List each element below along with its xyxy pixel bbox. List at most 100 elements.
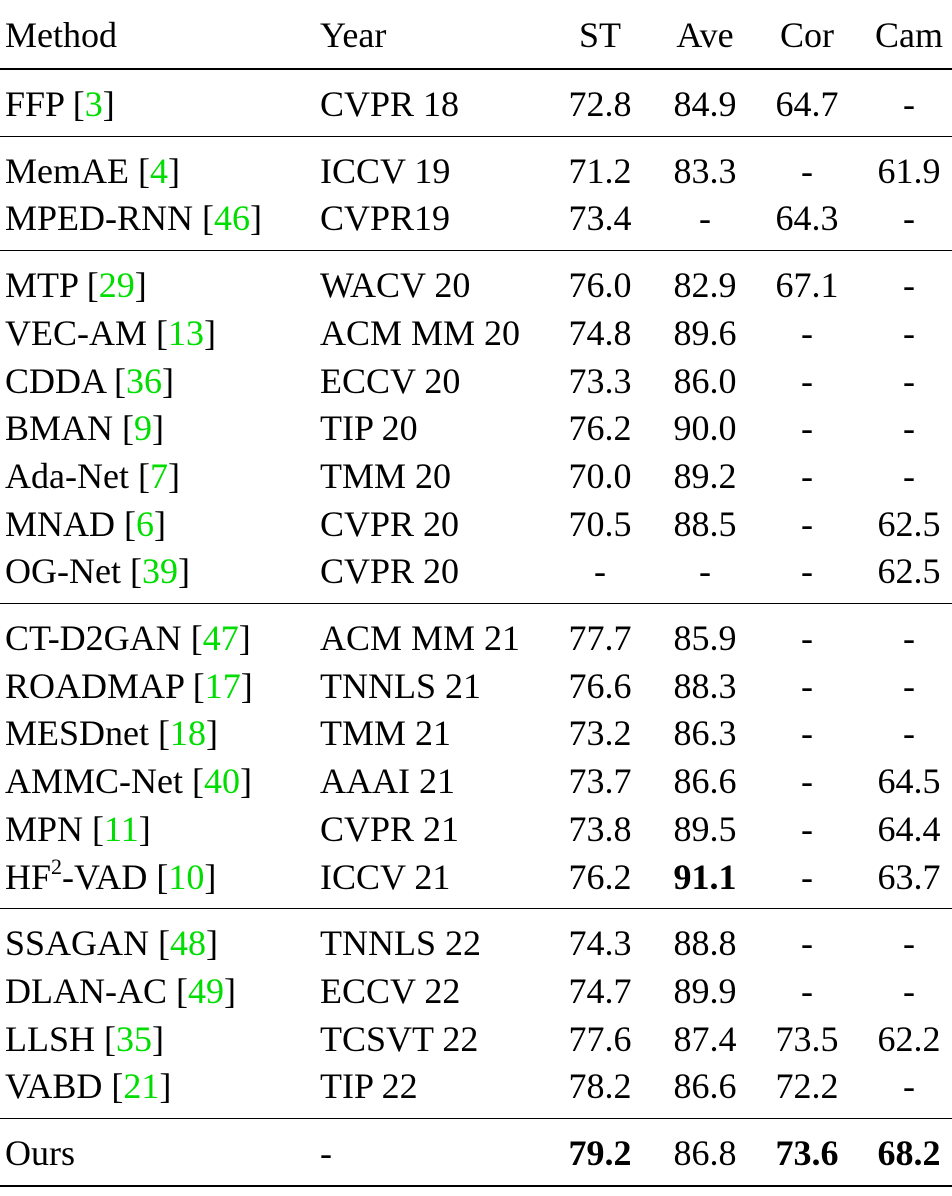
cam-cell: - [903,265,915,306]
method-superscript: 2 [51,853,63,879]
ref-close-bracket: ] [238,618,251,658]
ref-close-bracket: ] [159,1066,172,1107]
st-cell: 77.7 [568,618,632,658]
citation-ref: 40 [204,761,240,802]
year-cell: TIP 20 [320,408,418,449]
table-row: VEC-AM [13] ACM MM 20 74.8 89.6 - - [0,309,952,357]
ref-close-bracket: ] [152,408,165,449]
ave-cell: 89.6 [673,312,737,353]
citation-ref: 3 [84,84,103,124]
citation-ref: 17 [204,665,241,706]
cam-cell: 68.2 [877,1133,941,1173]
cam-cell: 62.2 [877,1018,941,1059]
ref-open-bracket: [ [175,970,188,1011]
citation-ref: 7 [149,455,168,496]
cam-cell: - [903,665,915,706]
ref-close-bracket: ] [154,503,167,544]
table-row: MPED-RNN [46] CVPR19 73.4 - 64.3 - [0,194,952,242]
year-cell: CVPR 21 [320,808,460,849]
st-cell: 70.5 [568,503,632,544]
year-cell: ICCV 19 [320,150,451,191]
method-name: OG-Net [5,551,121,592]
method-cell: Ours [5,1129,75,1177]
method-name: AMMC-Net [5,761,183,802]
table-row: VABD [21] TIP 22 78.2 86.6 72.2 - [0,1062,952,1110]
table-row: ROADMAP [17] TNNLS 21 76.6 88.3 - - [0,662,952,710]
method-cell: VEC-AM [13] [5,309,216,357]
citation-ref: 11 [104,808,139,849]
ref-open-bracket: [ [202,198,215,239]
year-cell: TMM 21 [320,713,452,754]
ref-open-bracket: [ [137,150,150,191]
method-cell: MPN [11] [5,805,151,853]
method-name: BMAN [5,408,114,449]
ref-open-bracket: [ [137,455,150,496]
method-name: VEC-AM [5,312,147,353]
cor-cell: - [801,618,813,658]
ref-open-bracket: [ [158,923,171,964]
ave-cell: - [699,551,711,592]
st-cell: 76.2 [568,408,632,449]
citation-ref: 49 [187,970,224,1011]
method-cell: MNAD [6] [5,500,166,548]
group-divider [0,250,952,252]
st-cell: 74.8 [568,312,632,353]
st-cell: 78.2 [568,1066,632,1107]
st-cell: 73.7 [568,761,632,802]
table-row: HF2-VAD [10] ICCV 21 76.2 91.1 - 63.7 [0,853,952,901]
cam-cell: - [903,198,915,239]
cam-cell: - [903,970,915,1011]
table-row: DLAN-AC [49] ECCV 22 74.7 89.9 - - [0,967,952,1015]
table-row: MemAE [4] ICCV 19 71.2 83.3 - 61.9 [0,147,952,195]
cam-cell: - [903,408,915,449]
ref-open-bracket: [ [192,665,205,706]
method-name: HF [5,856,52,897]
ave-cell: 86.6 [673,1066,737,1107]
ref-open-bracket: [ [111,1066,124,1107]
group-divider [0,135,952,137]
group-divider [0,908,952,910]
table-row: CT-D2GAN [47] ACM MM 21 77.7 85.9 - - [0,614,952,662]
cor-cell: - [801,856,813,897]
method-cell: CDDA [36] [5,357,174,405]
method-cell: AMMC-Net [40] [5,757,252,805]
cam-cell: - [903,923,915,964]
year-cell: CVPR 20 [320,503,460,544]
method-name: SSAGAN [5,923,150,964]
ref-open-bracket: [ [86,265,99,306]
year-cell: ACM MM 20 [320,312,521,353]
cam-cell: - [903,1066,915,1107]
cor-cell: - [801,761,813,802]
ave-cell: 89.9 [673,970,737,1011]
method-name: LLSH [5,1018,95,1059]
year-cell: AAAI 21 [320,761,455,802]
year-cell: ACM MM 21 [320,618,521,658]
method-name: DLAN-AC [5,970,167,1011]
st-cell: 79.2 [568,1133,632,1173]
cor-cell: - [801,150,813,191]
table-row: SSAGAN [48] TNNLS 22 74.3 88.8 - - [0,919,952,967]
ref-close-bracket: ] [152,1018,164,1059]
method-name: MNAD [5,503,116,544]
st-cell: 74.3 [568,923,632,964]
ref-close-bracket: ] [204,856,217,897]
cor-cell: - [801,455,813,496]
method-cell: Ada-Net [7] [5,452,180,500]
table-row: BMAN [9] TIP 20 76.2 90.0 - - [0,404,952,452]
citation-ref: 35 [116,1018,152,1059]
method-cell: MPED-RNN [46] [5,194,262,242]
method-name: MTP [5,265,78,306]
method-cell: MemAE [4] [5,147,180,195]
header-row: Method Year ST Ave Cor Cam [0,11,952,59]
method-cell: HF2-VAD [10] [5,853,216,901]
table-row: MESDnet [18] TMM 21 73.2 86.3 - - [0,709,952,757]
st-cell: 73.3 [568,360,632,401]
method-cell: LLSH [35] [5,1015,164,1063]
ave-cell: - [699,198,711,239]
cam-cell: - [903,312,915,353]
st-cell: 74.7 [568,970,632,1011]
year-cell: TIP 22 [320,1066,418,1107]
st-cell: 73.4 [568,198,632,239]
cam-cell: 64.5 [877,761,941,802]
header-cor: Cor [780,15,834,55]
